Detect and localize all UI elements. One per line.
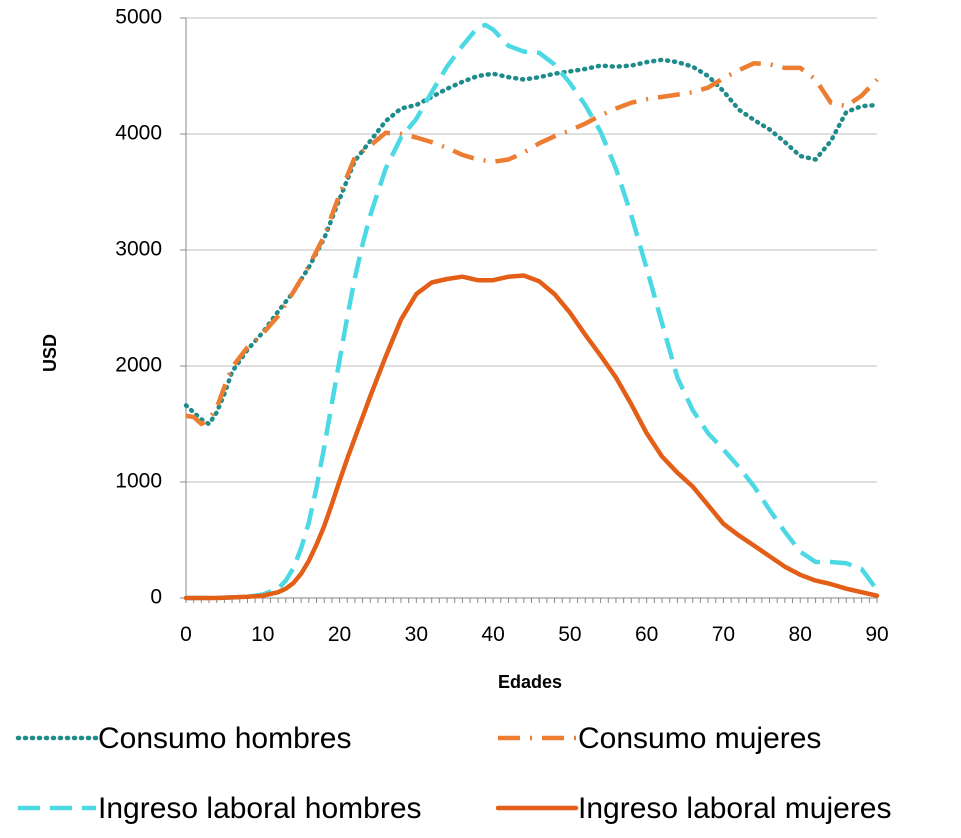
series-line-2	[185, 60, 879, 427]
legend: Consumo hombres Consumo mujeres Ingreso la…	[15, 722, 892, 825]
x-tick-label: 60	[635, 623, 658, 646]
axes	[180, 17, 878, 603]
series-lines	[183, 22, 880, 601]
x-tick-label: 50	[558, 623, 581, 646]
legend-label-3: Ingreso laboral hombres	[98, 792, 422, 825]
legend-label-4: Ingreso laboral mujeres	[578, 792, 892, 825]
x-tick-label: 0	[180, 623, 192, 646]
y-tick-label: 3000	[115, 238, 162, 261]
gridlines	[186, 17, 877, 483]
x-tick-label: 20	[328, 623, 351, 646]
series-line-3	[186, 22, 879, 601]
y-axis-title: USD	[40, 334, 60, 372]
series-line-4	[183, 273, 880, 601]
series-line-1	[183, 57, 880, 427]
y-tick-label: 1000	[115, 470, 162, 493]
y-tick-label: 2000	[115, 354, 162, 377]
x-tick-label: 40	[481, 623, 504, 646]
x-tick-label: 10	[251, 623, 274, 646]
x-tick-label: 30	[405, 623, 428, 646]
y-tick-label: 5000	[115, 6, 162, 29]
x-tick-label: 70	[712, 623, 735, 646]
tick-labels: 0 1000 2000 3000 4000 5000 0 10 20 30 40 50 60 70 80 90	[115, 6, 888, 646]
x-tick-label: 80	[789, 623, 812, 646]
legend-label-2: Consumo mujeres	[578, 722, 821, 755]
y-tick-label: 4000	[115, 122, 162, 145]
x-tick-label: 90	[865, 623, 888, 646]
legend-label-1: Consumo hombres	[98, 722, 351, 755]
y-tick-label: 0	[150, 586, 162, 609]
x-axis-title: Edades	[498, 672, 562, 692]
